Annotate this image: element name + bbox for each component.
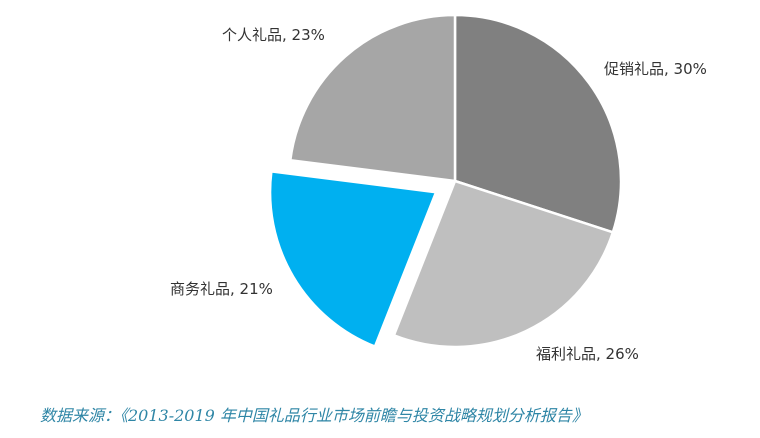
pie-slice-3 <box>268 170 438 348</box>
slice-label-4: 个人礼品, 23% <box>222 26 325 44</box>
pie-slice-1 <box>453 13 623 234</box>
slice-label-1: 促销礼品, 30% <box>604 60 707 78</box>
pie-chart: 促销礼品, 30% 福利礼品, 26% 商务礼品, 21% 个人礼品, 23% <box>170 13 707 363</box>
source-note: 数据来源：《2013-2019 年中国礼品行业市场前瞻与投资战略规划分析报告》 <box>40 406 588 425</box>
pie-slice-4 <box>289 13 457 183</box>
pie-slice-2 <box>392 179 615 349</box>
slice-label-3: 商务礼品, 21% <box>170 280 273 298</box>
slice-label-2: 福利礼品, 26% <box>536 345 639 363</box>
